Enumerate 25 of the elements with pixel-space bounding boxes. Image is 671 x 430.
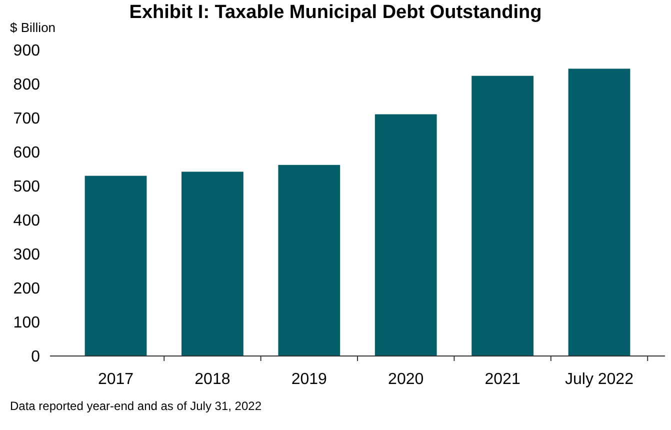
bar xyxy=(374,114,437,356)
y-tick-label: 0 xyxy=(31,348,40,366)
y-tick-label: 100 xyxy=(13,314,40,332)
y-tick-label: 900 xyxy=(13,42,40,60)
bar xyxy=(278,164,340,356)
bar xyxy=(182,172,244,356)
y-tick-label: 200 xyxy=(13,280,40,298)
y-tick-label: 600 xyxy=(13,144,40,162)
x-tick-label: 2017 xyxy=(98,371,134,388)
bar xyxy=(568,68,630,356)
x-tick-label: 2019 xyxy=(291,371,328,388)
chart-title: Exhibit I: Taxable Municipal Debt Outstanding xyxy=(129,2,542,23)
y-tick-label: 500 xyxy=(13,178,40,196)
y-tick-label: 800 xyxy=(13,76,40,94)
y-tick-label: 300 xyxy=(13,246,40,264)
y-tick-label: 700 xyxy=(13,110,40,128)
x-tick-label: 2021 xyxy=(484,371,520,388)
x-tick-label: 2020 xyxy=(388,371,424,388)
y-tick-label: 400 xyxy=(13,212,40,230)
x-tick-label: July 2022 xyxy=(564,371,634,388)
y-axis-title: $ Billion xyxy=(10,20,56,35)
bar xyxy=(84,176,147,356)
text: Data reported year-end and as of July 31, 2022 xyxy=(10,399,262,413)
x-tick-label: 2018 xyxy=(194,371,230,388)
bar xyxy=(472,76,534,356)
